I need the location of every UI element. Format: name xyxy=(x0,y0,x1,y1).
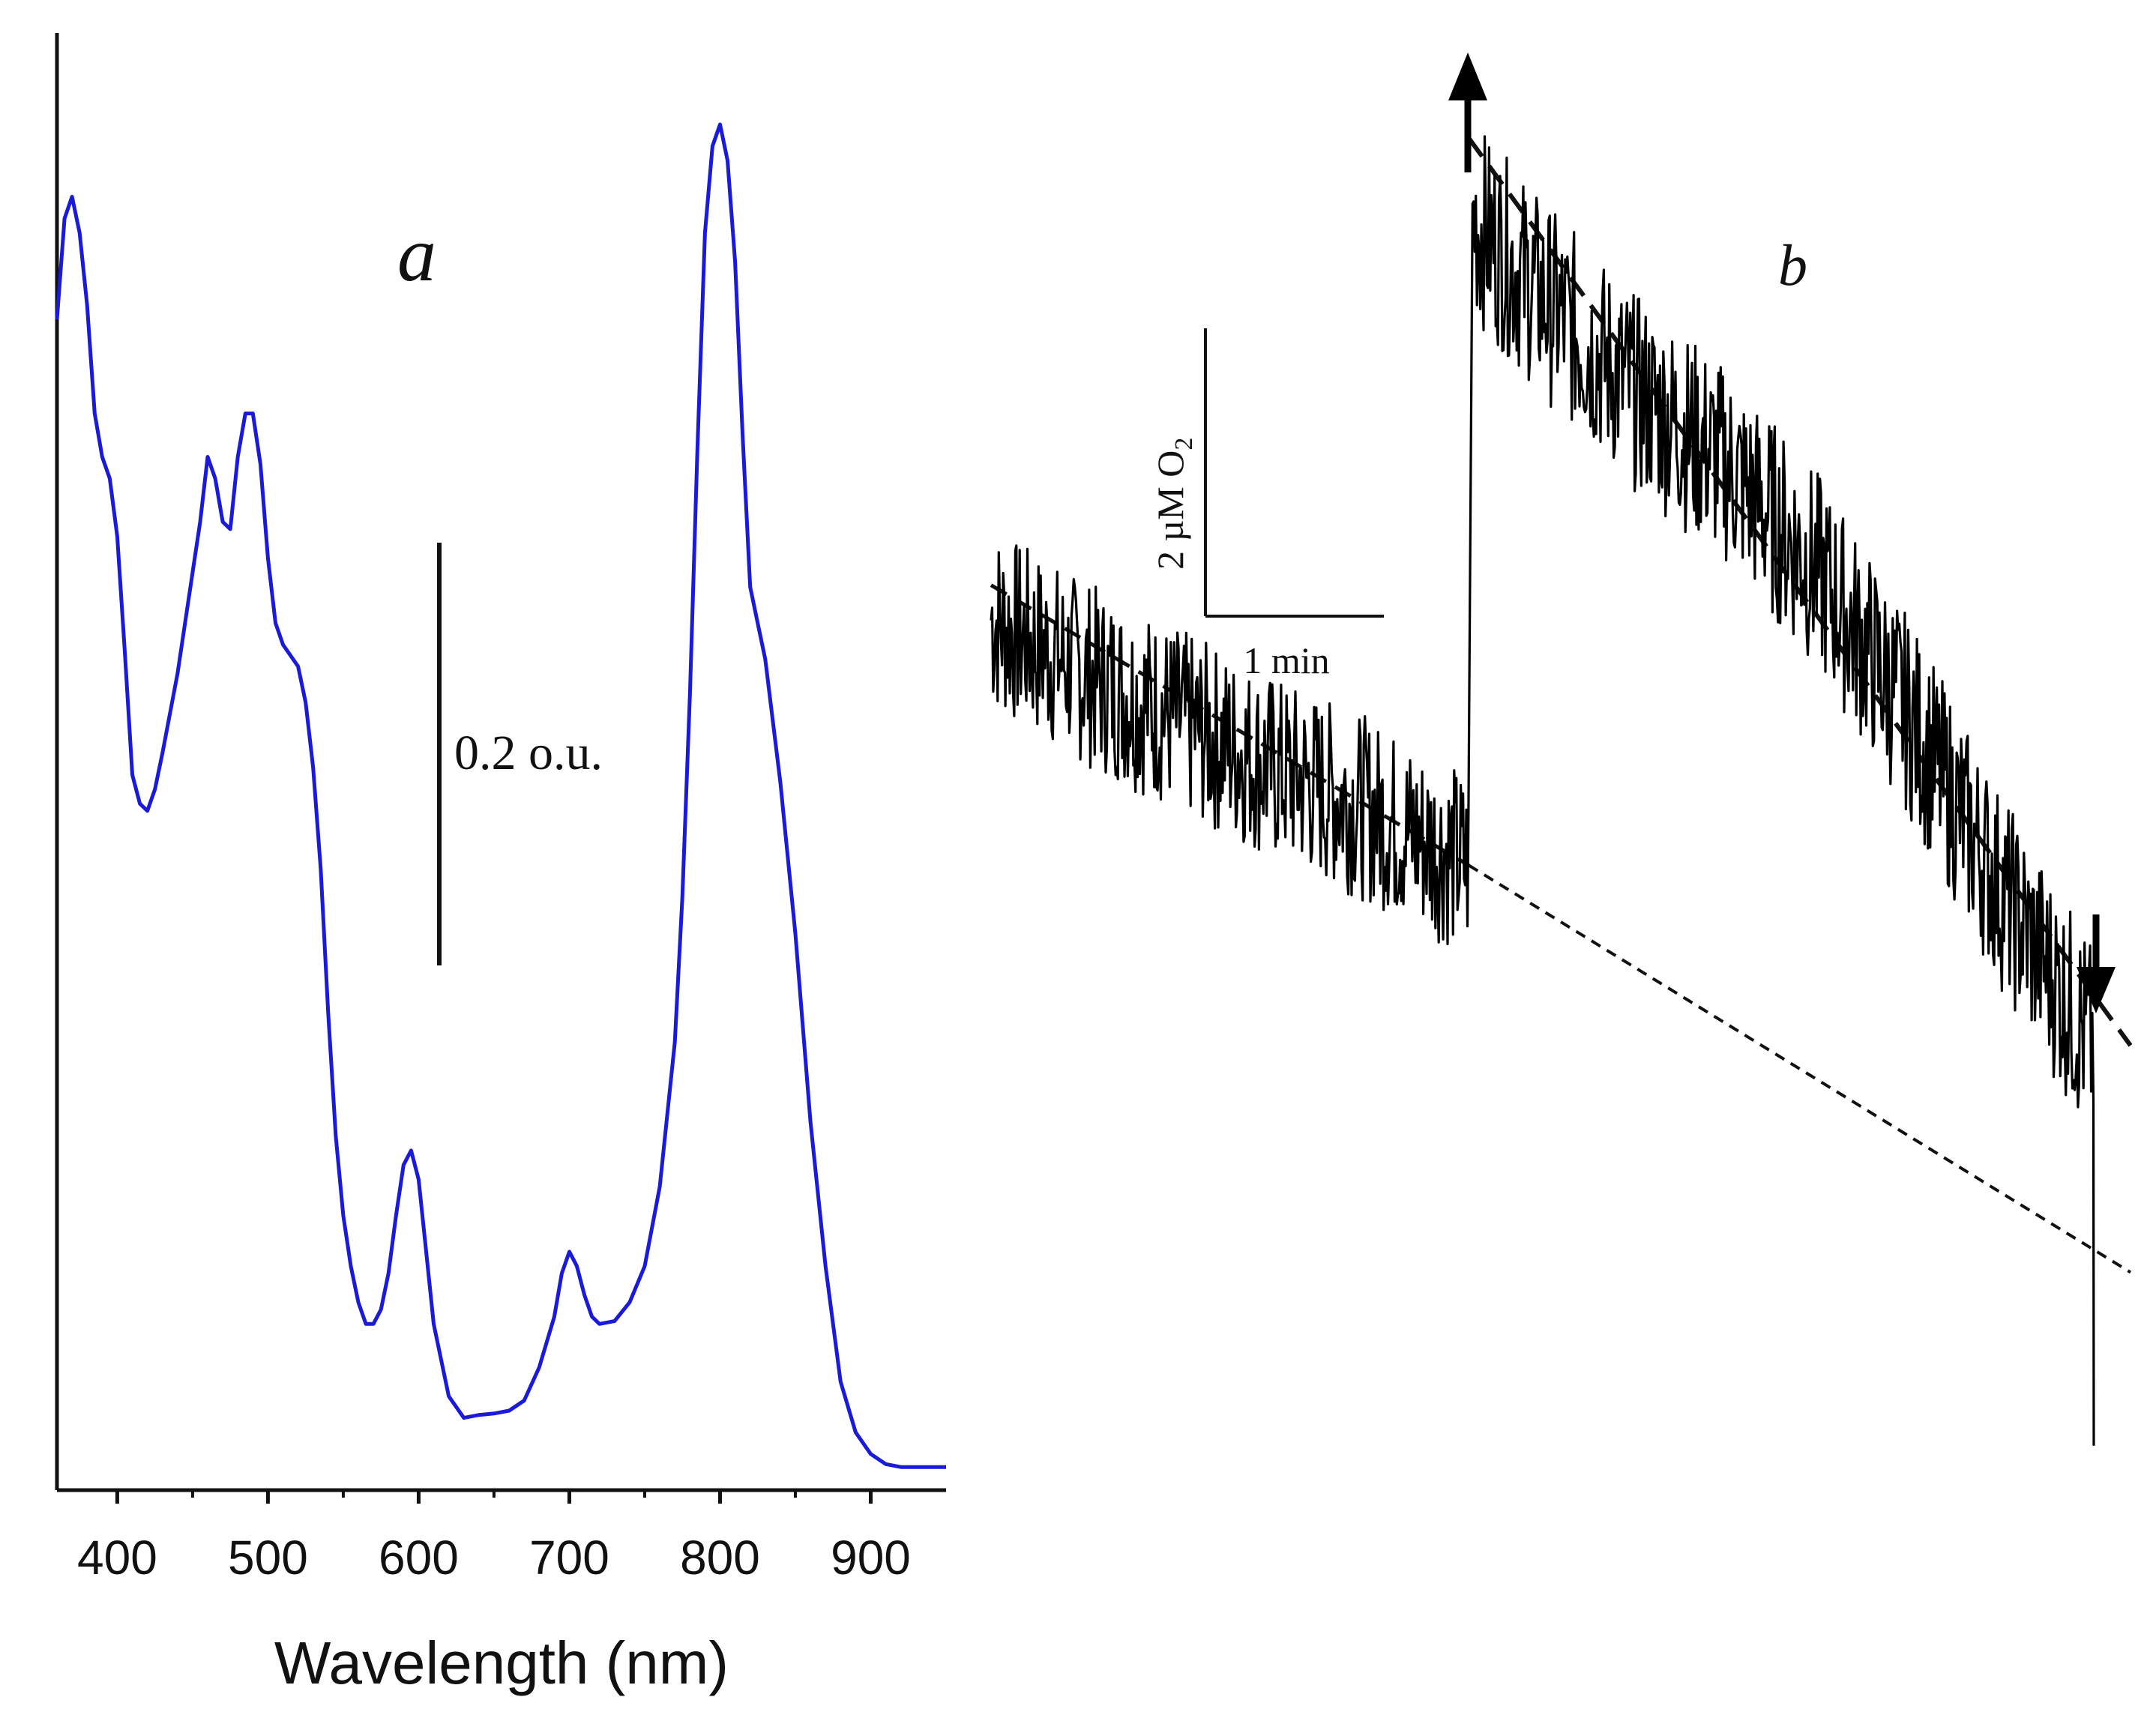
panel-b-baseline-extrapolation xyxy=(1468,863,2132,1274)
panel-a-x-axis-title: Wavelength (nm) xyxy=(274,1630,729,1696)
panel-b-x-scale-bar-label: 1 min xyxy=(1243,639,1329,681)
panel-b-fit-during-light xyxy=(1466,136,2133,1047)
light-off-down-arrow-icon xyxy=(2077,914,2116,1013)
panel-a-x-tick-label: 900 xyxy=(831,1531,911,1585)
panel-b-oxygen-trace-line xyxy=(990,135,2095,1446)
panel-a-x-tick-label: 400 xyxy=(77,1531,157,1585)
panel-a-spectrum-line xyxy=(55,122,946,1469)
panel-a-x-tick-label: 800 xyxy=(680,1531,760,1585)
panel-b-label: b xyxy=(1778,232,1807,298)
panel-a-x-tick-label: 700 xyxy=(529,1531,609,1585)
panel-a-scale-bar-label: 0.2 o.u. xyxy=(454,726,603,780)
panel-b-y-scale-bar-label: 2 µM O2 xyxy=(1149,438,1198,570)
light-on-up-arrow-icon xyxy=(1448,52,1487,172)
panel-a-x-tick-label: 600 xyxy=(379,1531,459,1585)
panel-a-label: a xyxy=(397,211,436,298)
panel-a-spectrum: 400 500 600 700 800 900 0.2 o.u. a Wavelength… xyxy=(55,33,946,1696)
panel-b-oxygen-trace: 1 min 2 µM O2 b xyxy=(990,52,2133,1446)
panel-b-scale-bars: 1 min 2 µM O2 xyxy=(1149,328,1384,681)
panel-a-x-tick-label: 500 xyxy=(228,1531,308,1585)
